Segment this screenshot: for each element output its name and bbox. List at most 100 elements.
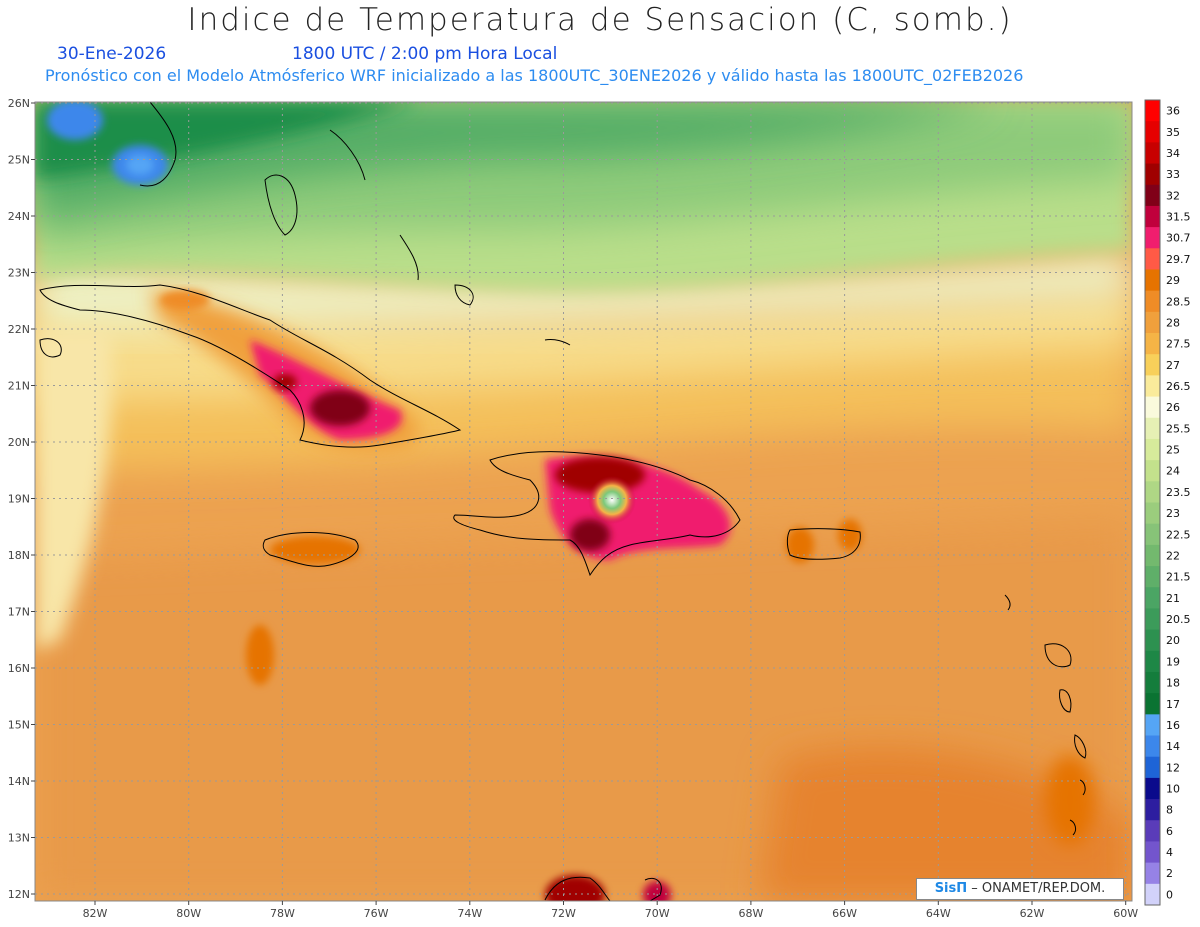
colorbar-swatch [1145,481,1160,503]
latitude-label: 15N [8,719,30,732]
colorbar-swatch [1145,184,1160,207]
colorbar-label: 20 [1166,634,1180,647]
colorbar-swatch [1145,417,1160,440]
graticule [35,102,1132,901]
colorbar-swatch [1145,142,1160,165]
colorbar-swatch [1145,269,1160,292]
latitude-label: 21N [8,380,30,393]
barbados [1079,779,1086,796]
latitude-label: 20N [8,436,30,449]
colorbar-swatch [1145,227,1160,249]
latitude-label: 22N [8,323,30,336]
colorbar-label: 10 [1166,782,1180,795]
latitude-label: 16N [8,662,30,675]
colorbar-swatch [1145,205,1160,228]
bahamas-eleuthera [329,129,366,181]
colorbar-label: 34 [1166,147,1180,160]
colorbar-label: 14 [1166,740,1180,753]
longitude-label: 74W [457,907,482,920]
longitude-label: 78W [270,907,295,920]
latitude-label: 14N [8,775,30,788]
colorbar-swatch [1145,523,1160,546]
latitude-labels: 26N 25N 24N 23N 22N 21N 20N 19N 18N 17N 16N 15N 14N 1… [8,97,35,901]
colorbar-swatch [1145,820,1160,842]
colorbar-label: 29.7 [1166,253,1191,266]
longitude-label: 62W [1020,907,1045,920]
colorbar-label: 0 [1166,888,1173,901]
colorbar-swatch [1145,608,1160,631]
latitude-label: 25N [8,154,30,167]
colorbar-swatch [1145,693,1160,715]
colorbar-label: 23 [1166,507,1180,520]
colorbar-label: 27.5 [1166,338,1191,351]
hispaniola-coast [453,451,741,577]
trinidad [1069,819,1077,836]
latitude-label: 17N [8,606,30,619]
map-frame [34,101,1133,902]
longitude-label: 80W [176,907,201,920]
credit-brand: SisΠ [934,881,968,896]
colorbar-label: 16 [1166,719,1180,732]
colorbar-label: 36 [1166,105,1180,118]
colorbar-swatch [1145,756,1160,779]
colorbar-swatch [1145,375,1160,398]
colorbar-label: 23.5 [1166,486,1191,499]
colorbar-swatch [1145,777,1160,800]
colorbar-label: 29 [1166,274,1180,287]
colorbar-swatch [1145,354,1160,376]
colorbar-label: 25 [1166,444,1180,457]
latitude-label: 19N [8,493,30,506]
colorbar-swatch [1145,566,1160,588]
colorbar-label: 32 [1166,189,1180,202]
coastlines [39,102,1087,901]
colorbar-label: 24 [1166,465,1180,478]
colorbar-swatch [1145,396,1160,419]
colorbar-label: 31.5 [1166,211,1191,224]
longitude-labels: 82W 80W 78W 76W 74W 72W 70W 68W 66W 64W 62W 60W [83,901,1138,920]
colorbar-swatch [1145,735,1160,758]
colorbar-label: 26.5 [1166,380,1191,393]
latitude-label: 23N [8,267,30,280]
jamaica-coast [262,532,359,567]
colorbar-label: 17 [1166,698,1180,711]
latitude-label: 26N [8,97,30,110]
colorbar-label: 2 [1166,867,1173,880]
guadeloupe [1044,643,1072,668]
colorbar-swatch [1145,862,1160,885]
longitude-label: 70W [645,907,670,920]
map-title: Indice de Temperatura de Sensacion (C, s… [187,2,1013,38]
bahamas-andros [264,174,298,236]
latitude-label: 24N [8,210,30,223]
cuba-coast [39,284,462,448]
latitude-label: 18N [8,549,30,562]
colorbar-swatch [1145,502,1160,525]
colorbar-swatch [1145,121,1160,143]
longitude-label: 72W [551,907,576,920]
isla-juventud-coast [39,338,62,358]
colorbar-label: 25.5 [1166,422,1191,435]
colorbar-label: 21.5 [1166,571,1191,584]
st-lucia [1074,734,1087,759]
longitude-label: 60W [1113,907,1138,920]
puerto-rico-coast [786,528,861,560]
colorbar-label: 33 [1166,168,1180,181]
colorbar-swatch [1145,841,1160,864]
colorbar-label: 30.7 [1166,232,1191,245]
colorbar-label: 22.5 [1166,528,1191,541]
latitude-label: 13N [8,832,30,845]
colorbar-swatch [1145,714,1160,737]
longitude-label: 68W [738,907,763,920]
longitude-label: 76W [364,907,389,920]
forecast-time: 1800 UTC / 2:00 pm Hora Local [292,44,558,64]
turks-caicos [544,339,571,346]
colorbar-swatch [1145,333,1160,355]
colorbar-label: 26 [1166,401,1180,414]
colorbar-label: 4 [1166,846,1173,859]
colorbar-label: 6 [1166,825,1173,838]
colorbar-label: 18 [1166,677,1180,690]
colorbar-swatch [1145,544,1160,567]
bahamas-long [399,234,419,281]
colorbar-label: 35 [1166,126,1180,139]
colorbar-swatch [1145,438,1160,461]
